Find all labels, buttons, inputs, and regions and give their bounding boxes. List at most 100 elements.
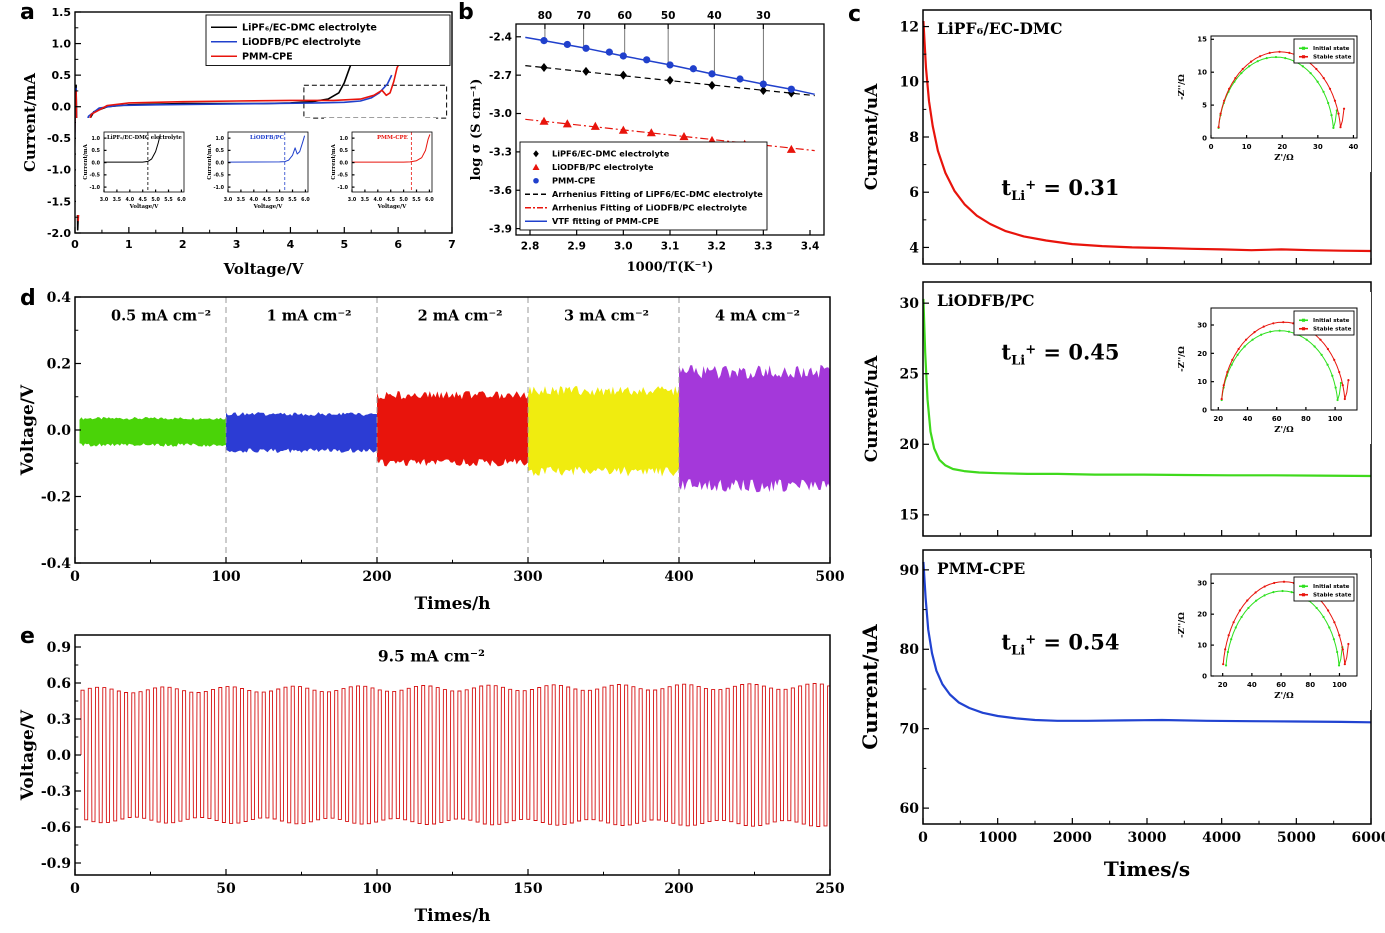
svg-text:2.8: 2.8 xyxy=(521,241,540,253)
svg-text:2: 2 xyxy=(179,238,187,251)
svg-text:70: 70 xyxy=(900,722,920,738)
svg-text:5.5: 5.5 xyxy=(164,197,173,203)
svg-text:4.0: 4.0 xyxy=(250,197,259,203)
svg-text:3.5: 3.5 xyxy=(361,197,370,203)
svg-text:4.0: 4.0 xyxy=(374,197,383,203)
svg-text:6.0: 6.0 xyxy=(301,197,310,203)
svg-text:40: 40 xyxy=(1243,415,1253,423)
svg-text:-0.6: -0.6 xyxy=(41,820,71,836)
svg-text:20: 20 xyxy=(1197,611,1207,619)
svg-text:Z'/Ω: Z'/Ω xyxy=(1274,425,1294,435)
svg-text:0.2: 0.2 xyxy=(47,356,71,372)
svg-text:-2.7: -2.7 xyxy=(489,70,512,82)
svg-text:Voltage/V: Voltage/V xyxy=(377,204,407,210)
svg-text:0: 0 xyxy=(1202,134,1207,142)
svg-text:60: 60 xyxy=(900,801,920,817)
svg-text:4.0: 4.0 xyxy=(126,197,135,203)
svg-text:0: 0 xyxy=(70,881,80,897)
svg-text:1: 1 xyxy=(125,238,133,251)
svg-text:3.0: 3.0 xyxy=(224,197,233,203)
svg-text:Z'/Ω: Z'/Ω xyxy=(1274,153,1294,163)
svg-text:Current/mA: Current/mA xyxy=(21,73,39,172)
svg-text:LiPF₆/EC-DMC electrolyte: LiPF₆/EC-DMC electrolyte xyxy=(242,23,377,34)
svg-text:-0.5: -0.5 xyxy=(338,173,349,179)
svg-text:0.5: 0.5 xyxy=(340,148,349,154)
svg-text:0.0: 0.0 xyxy=(340,160,349,166)
svg-text:200: 200 xyxy=(664,881,693,897)
svg-text:-Z''/Ω: -Z''/Ω xyxy=(1177,346,1187,372)
svg-text:9.5 mA cm⁻²: 9.5 mA cm⁻² xyxy=(378,646,485,665)
svg-text:LiPF₆/EC-DMC: LiPF₆/EC-DMC xyxy=(937,19,1062,38)
svg-text:0: 0 xyxy=(1209,143,1214,151)
svg-text:PMM-CPE: PMM-CPE xyxy=(377,135,408,141)
svg-text:-1.0: -1.0 xyxy=(214,185,225,191)
svg-text:3.4: 3.4 xyxy=(801,241,820,253)
svg-text:40: 40 xyxy=(1349,143,1359,151)
svg-text:0.0: 0.0 xyxy=(47,748,72,764)
svg-text:3.0: 3.0 xyxy=(100,197,109,203)
svg-text:Current/uA: Current/uA xyxy=(862,83,882,190)
panel-label-a: a xyxy=(20,0,35,25)
svg-text:80: 80 xyxy=(1301,415,1311,423)
svg-text:3.3: 3.3 xyxy=(754,241,773,253)
svg-text:3.2: 3.2 xyxy=(707,241,726,253)
svg-text:0.5 mA cm⁻²: 0.5 mA cm⁻² xyxy=(111,307,211,324)
svg-text:12: 12 xyxy=(900,19,919,35)
svg-text:Current/uA: Current/uA xyxy=(858,624,882,750)
svg-text:-3.0: -3.0 xyxy=(489,108,512,120)
svg-text:6: 6 xyxy=(909,185,919,201)
panel-c-liodfb-polarization-chart: 15 20 25 30 Current/uA LiODFB/PC tLi+ = 0.45 20… xyxy=(862,281,1372,537)
svg-text:100: 100 xyxy=(1328,415,1343,423)
panel-label-c: c xyxy=(848,2,862,27)
svg-text:0.0: 0.0 xyxy=(47,423,72,439)
svg-text:25: 25 xyxy=(900,367,919,383)
svg-text:1000/T(K⁻¹): 1000/T(K⁻¹) xyxy=(627,260,714,275)
svg-text:500: 500 xyxy=(815,569,844,585)
svg-text:40: 40 xyxy=(1247,681,1257,689)
svg-text:2 mA cm⁻²: 2 mA cm⁻² xyxy=(418,307,503,324)
svg-text:Stable state: Stable state xyxy=(1313,327,1352,333)
svg-text:20: 20 xyxy=(1218,681,1228,689)
svg-text:4 mA cm⁻²: 4 mA cm⁻² xyxy=(715,307,800,324)
svg-text:10: 10 xyxy=(1197,69,1207,77)
svg-text:200: 200 xyxy=(362,569,391,585)
svg-text:0.6: 0.6 xyxy=(47,676,71,692)
svg-text:3.5: 3.5 xyxy=(237,197,246,203)
svg-text:10: 10 xyxy=(900,75,920,91)
svg-text:-1.5: -1.5 xyxy=(47,195,71,208)
svg-text:0: 0 xyxy=(1202,406,1207,414)
svg-text:3.0: 3.0 xyxy=(614,241,633,253)
svg-text:VTF fitting of PMM-CPE: VTF fitting of PMM-CPE xyxy=(552,216,659,226)
svg-text:0: 0 xyxy=(1202,672,1207,680)
svg-text:Initial state: Initial state xyxy=(1313,46,1350,52)
svg-text:LiODFB/PC: LiODFB/PC xyxy=(937,291,1035,310)
svg-text:8: 8 xyxy=(909,130,919,146)
svg-text:5.0: 5.0 xyxy=(275,197,284,203)
svg-text:Times/h: Times/h xyxy=(414,906,490,926)
svg-text:6: 6 xyxy=(394,238,402,251)
svg-text:Z'/Ω: Z'/Ω xyxy=(1274,691,1294,701)
svg-text:1.0: 1.0 xyxy=(92,136,101,142)
svg-text:log σ (S cm⁻¹): log σ (S cm⁻¹) xyxy=(469,79,484,181)
svg-text:90: 90 xyxy=(900,563,920,579)
svg-text:3.5: 3.5 xyxy=(113,197,122,203)
svg-text:Stable state: Stable state xyxy=(1313,55,1352,61)
svg-text:Voltage/V: Voltage/V xyxy=(18,384,38,476)
svg-text:250: 250 xyxy=(815,881,844,897)
svg-text:150: 150 xyxy=(513,881,542,897)
svg-text:Current/uA: Current/uA xyxy=(862,355,882,462)
svg-text:0.3: 0.3 xyxy=(47,712,71,728)
panel-label-d: d xyxy=(20,286,36,311)
svg-text:-Z''/Ω: -Z''/Ω xyxy=(1177,74,1187,100)
svg-text:3000: 3000 xyxy=(1128,830,1167,846)
svg-text:40: 40 xyxy=(707,10,722,22)
svg-text:0: 0 xyxy=(918,830,928,846)
svg-text:50: 50 xyxy=(661,10,676,22)
svg-text:3: 3 xyxy=(233,238,241,251)
svg-text:-2.4: -2.4 xyxy=(489,31,512,43)
svg-text:Current/mA: Current/mA xyxy=(207,143,213,179)
svg-text:-2.0: -2.0 xyxy=(47,227,71,240)
svg-text:20: 20 xyxy=(900,437,920,453)
svg-text:LiODFB/PC electrolyte: LiODFB/PC electrolyte xyxy=(552,162,654,172)
